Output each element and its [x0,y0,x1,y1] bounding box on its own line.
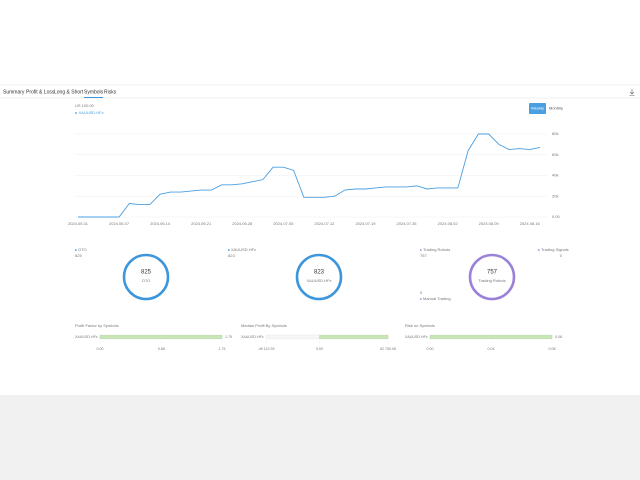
x-tick-label: 0.88 [158,347,165,351]
donut-ring [295,253,343,301]
bar-value: 0.08 [555,335,562,339]
y-tick-label: 60k [552,152,558,157]
x-tick-label: 2024.06.21 [191,221,212,226]
x-tick-label: 1.75 [219,347,226,351]
tab[interactable]: Risks [104,89,117,95]
legend-dot [227,249,230,251]
period-button[interactable]: Weekly [531,106,544,111]
tab[interactable]: Long & Short [54,89,84,95]
legend-value: 0 [420,290,423,295]
x-tick-label: 2024.05.31 [68,221,89,226]
bar-category: XAUUSD.HFx [241,335,264,339]
bar [319,335,389,339]
legend-dot [419,249,422,251]
bar [99,335,223,339]
x-tick-label: 2024.08.02 [438,221,459,226]
panel-title: Median Profit By Symbols [241,323,287,328]
legend-dot [74,249,77,251]
x-tick-label: 2024.07.26 [397,221,418,226]
legend-label: Manual Trading [423,296,451,301]
x-tick-label: 0.04 [488,347,495,351]
x-tick-label: 2024.06.28 [232,221,253,226]
y-tick-label: 80k [552,131,558,136]
x-tick-label: 2024.07.05 [273,221,294,226]
donut-ring [468,253,516,301]
legend-label: XAUUSD.HFx [79,110,104,115]
download-glyph[interactable] [629,89,635,96]
donut-ring [122,253,170,301]
donut-label: Trading Robots [478,278,505,283]
legend-dot [537,249,540,251]
x-tick-label: 2024.06.14 [150,221,171,226]
x-tick-label: 0.00 [97,347,104,351]
legend-dot [419,298,422,300]
bar-value: 1.75 [225,335,232,339]
footer-area [0,395,640,480]
legend-value: 0 [560,253,563,258]
x-tick-label: 2024.07.12 [314,221,335,226]
x-tick-label: 62 750.06 [380,347,396,351]
equity-line [78,133,541,218]
legend-label: XAUUSD.HFx [231,247,256,252]
x-tick-label: 2024.08.16 [520,221,541,226]
y-tick-label: 0.00 [552,214,561,219]
bar-category: XAUUSD.HFx [75,335,98,339]
legend-value: 757 [420,253,427,258]
x-tick-label: 2024.08.09 [479,221,500,226]
tab[interactable]: Symbols [84,89,104,95]
bar [429,335,553,339]
donut-value: 823 [314,270,325,276]
legend-value: 823 [228,253,235,258]
x-tick-label: 0.00 [427,347,434,351]
button-bg[interactable] [529,103,546,114]
legend-label: Trading Signals [541,247,569,252]
period-button[interactable]: Monthly [549,106,563,111]
x-tick-label: 0.00 [316,347,323,351]
bar-category: XAUUSD.HFx [405,335,428,339]
donut-value: 757 [487,270,498,276]
panel-title: Risk on Symbols [405,323,435,328]
legend-dot [75,112,77,114]
y-tick-label: 20k [552,193,558,198]
donut-label: XAUUSD.HFx [306,278,331,283]
y-tick-label: 40k [552,173,558,178]
legend-label: Trading Robots [423,247,450,252]
download-icon[interactable] [629,89,635,96]
legend-value: 825 [75,253,82,258]
chart-title: US 100.00 [75,103,95,108]
x-tick-label: 0.08 [549,347,556,351]
x-tick-label: -49 112.93 [258,347,275,351]
legend-label: OTO [78,247,87,252]
donut-value: 825 [141,270,152,276]
x-tick-label: 2024.07.19 [355,221,376,226]
tab[interactable]: Summary [3,89,25,95]
panel-title: Profit Factor by Symbols [75,323,119,328]
x-tick-label: 2024.06.07 [109,221,130,226]
tab[interactable]: Profit & Loss [26,89,55,95]
donut-label: OTO [142,278,151,283]
